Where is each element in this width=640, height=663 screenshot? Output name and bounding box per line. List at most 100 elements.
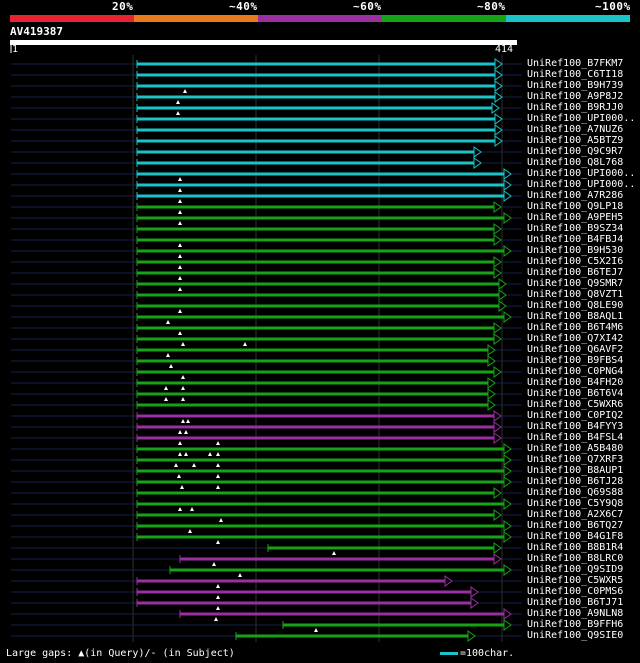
hit-label[interactable]: UniRef100_B6T6V4 [527,388,624,399]
hit-label[interactable]: UniRef100_B9H530 [527,245,624,256]
hit-label[interactable]: UniRef100_B8AQL1 [527,311,624,322]
scale-legend: =100char. [440,648,514,659]
hit-label[interactable]: UniRef100_C0PIQ2 [527,410,624,421]
hit-label[interactable]: UniRef100_A9NLN8 [527,608,624,619]
query-gap-marker [178,265,182,269]
hit-label[interactable]: UniRef100_Q7XRF3 [527,454,624,465]
query-gap-marker [174,463,178,467]
hit-label[interactable]: UniRef100_C5Y9Q8 [527,498,624,509]
query-gap-marker [178,452,182,456]
hit-label[interactable]: UniRef100_Q9SIE0 [527,630,624,641]
hit-label[interactable]: UniRef100_B8LRC0 [527,553,624,564]
hit-label[interactable]: UniRef100_B6TJ28 [527,476,624,487]
hit-end-arrow [487,399,496,411]
legend-seg-40 [134,15,258,22]
hit-label[interactable]: UniRef100_B6TQ27 [527,520,624,531]
hit-label[interactable]: UniRef100_B8B1R4 [527,542,624,553]
hit-label[interactable]: UniRef100_B4FH20 [527,377,624,388]
hit-label[interactable]: UniRef100_Q8VZT1 [527,289,624,300]
query-gap-marker [178,210,182,214]
hit-label[interactable]: UniRef100_Q9SID9 [527,564,624,575]
hit-label[interactable]: UniRef100_B4FYY3 [527,421,624,432]
query-gap-marker [216,584,220,588]
legend-label-40: ~40% [229,0,258,13]
query-gap-marker [166,320,170,324]
query-gap-marker [169,364,173,368]
query-gap-marker [181,342,185,346]
hit-end-arrow [487,355,496,367]
hit-label[interactable]: UniRef100_B6TEJ7 [527,267,624,278]
query-gap-marker [216,540,220,544]
hit-label[interactable]: UniRef100_B9SZ34 [527,223,624,234]
hit-label[interactable]: UniRef100_C6TI18 [527,69,624,80]
hit-end-arrow [503,619,512,631]
query-gap-marker [178,254,182,258]
query-gap-marker [183,89,187,93]
hit-label[interactable]: UniRef100_B6T4M6 [527,322,624,333]
hit-label[interactable]: UniRef100_C0PNG4 [527,366,624,377]
hit-label[interactable]: UniRef100_C5WXR6 [527,399,624,410]
hit-label[interactable]: UniRef100_A9P8J2 [527,91,624,102]
hit-end-arrow [503,190,512,202]
query-gap-marker [216,595,220,599]
query-gap-marker [181,375,185,379]
hit-label[interactable]: UniRef100_B7FKM7 [527,58,624,69]
hit-label[interactable]: UniRef100_A5B480 [527,443,624,454]
hit-label[interactable]: UniRef100_Q69S88 [527,487,624,498]
hit-label[interactable]: UniRef100_C0PMS6 [527,586,624,597]
hit-end-arrow [494,113,503,125]
hit-label[interactable]: UniRef100_C5WXR5 [527,575,624,586]
query-gap-marker [180,485,184,489]
hit-label[interactable]: UniRef100_Q9SMR7 [527,278,624,289]
hit-label[interactable]: UniRef100_UPI000.. [527,168,636,179]
hit-label[interactable]: UniRef100_A7NUZ6 [527,124,624,135]
hit-label[interactable]: UniRef100_A5BTZ9 [527,135,624,146]
legend-label-20: 20% [112,0,134,13]
hit-label[interactable]: UniRef100_B4G1F8 [527,531,624,542]
query-gap-marker [190,507,194,511]
query-gap-marker [178,221,182,225]
query-id: AV419387 [10,25,63,38]
hit-label[interactable]: UniRef100_Q8LE90 [527,300,624,311]
query-gap-marker [216,474,220,478]
hit-label[interactable]: UniRef100_UPI000.. [527,113,636,124]
hit-label[interactable]: UniRef100_UPI000.. [527,179,636,190]
hit-end-arrow [503,498,512,510]
hit-label[interactable]: UniRef100_A7R286 [527,190,624,201]
hit-label[interactable]: UniRef100_B9FBS4 [527,355,624,366]
hit-label[interactable]: UniRef100_B4FSL4 [527,432,624,443]
query-gap-marker [178,441,182,445]
query-gap-marker [314,628,318,632]
hit-label[interactable]: UniRef100_Q6AVF2 [527,344,624,355]
hit-label[interactable]: UniRef100_B6TJ71 [527,597,624,608]
identity-legend: 20% ~40% ~60% ~80% ~100% [0,0,640,30]
hit-end-arrow [498,278,507,290]
hit-label[interactable]: UniRef100_B9RJJ0 [527,102,624,113]
query-gap-marker [176,111,180,115]
hit-label[interactable]: UniRef100_A2X6C7 [527,509,624,520]
hit-end-arrow [487,388,496,400]
hit-end-arrow [503,531,512,543]
query-gap-marker [216,452,220,456]
query-gap-marker [181,386,185,390]
hit-label[interactable]: UniRef100_B8AUP1 [527,465,624,476]
hit-end-arrow [498,289,507,301]
hit-end-arrow [494,69,503,81]
scale-bar [440,651,458,655]
hit-label[interactable]: UniRef100_A9PEH5 [527,212,624,223]
hit-label[interactable]: UniRef100_Q9C9R7 [527,146,624,157]
hit-label[interactable]: UniRef100_B4FBJ4 [527,234,624,245]
hit-label[interactable]: UniRef100_B9H739 [527,80,624,91]
hit-end-arrow [493,201,502,213]
hit-label[interactable]: UniRef100_Q8L768 [527,157,624,168]
hit-end-arrow [503,520,512,532]
hit-label[interactable]: UniRef100_Q7XI42 [527,333,624,344]
hit-end-arrow [444,575,453,587]
query-gap-marker [178,243,182,247]
hit-label[interactable]: UniRef100_Q9LP18 [527,201,624,212]
hit-label[interactable]: UniRef100_B9FFH6 [527,619,624,630]
hit-label[interactable]: UniRef100_C5X2I6 [527,256,624,267]
query-gap-marker [332,551,336,555]
hit-end-arrow [494,124,503,136]
